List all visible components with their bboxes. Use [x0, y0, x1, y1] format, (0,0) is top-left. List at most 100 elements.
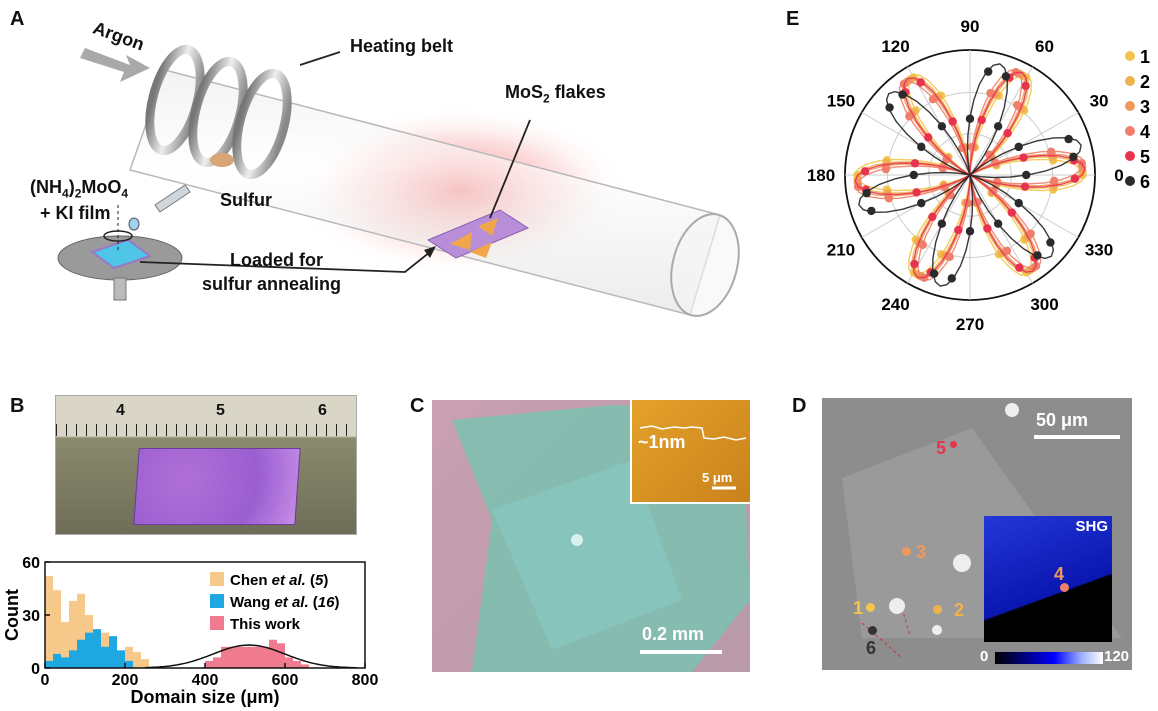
polar-angle-label: 330 [1085, 241, 1113, 260]
afm-height-profile [639, 425, 747, 490]
polar-data-point [928, 212, 937, 222]
polar-data-point [918, 240, 928, 250]
histogram-bar [229, 646, 237, 668]
histogram-bar [205, 660, 213, 668]
scale-bar-label: 0.2 mm [642, 624, 705, 644]
histogram-bar [109, 636, 117, 668]
mos2-flakes-label: MoS2 flakes [505, 82, 606, 106]
flakes-pointer [489, 119, 531, 219]
polar-data-point [983, 224, 992, 233]
histogram-bar [53, 653, 61, 668]
polar-legend-label: 2 [1140, 72, 1150, 92]
histogram-bar [269, 639, 277, 668]
panel-a-cvd-schematic [57, 44, 740, 317]
polar-angle-label: 30 [1090, 92, 1109, 111]
polar-data-point [881, 164, 891, 174]
histogram-bar [69, 650, 77, 668]
point-3-marker [902, 547, 911, 556]
histogram-bar [53, 590, 61, 668]
panel-c-label: C [410, 395, 425, 417]
afm-inset: ~1nm 5 μm [630, 400, 750, 504]
polar-angle-label: 180 [807, 166, 835, 185]
histogram-bar [285, 657, 293, 668]
heating-belt-label: Heating belt [350, 36, 454, 56]
wafer-photo: 4 5 6 [55, 395, 357, 535]
polar-data-point [965, 227, 975, 236]
point-1-marker [866, 603, 875, 612]
afm-scale-label: 5 μm [702, 470, 733, 485]
histogram-bar [141, 659, 149, 668]
polar-data-point [1001, 72, 1011, 81]
legend-swatch [210, 572, 224, 586]
polar-data-point [929, 269, 939, 278]
polar-angle-label: 0 [1114, 166, 1123, 185]
point-4-label: 4 [1054, 564, 1065, 584]
polar-data-point [1069, 152, 1078, 161]
scale-bar [640, 650, 722, 654]
polar-legend-marker [1125, 51, 1135, 61]
ruler-ticks [56, 424, 356, 436]
colorbar-min: 0 [980, 648, 989, 665]
legend-swatch [210, 616, 224, 630]
histogram-bar [45, 576, 53, 668]
panel-d-label: D [792, 395, 807, 417]
flake-triangle [478, 218, 498, 236]
polar-data-point [993, 122, 1003, 131]
histogram-bar [253, 646, 261, 668]
polar-data-point [917, 142, 926, 152]
panel-b-label: B [10, 395, 25, 417]
polar-data-point [1049, 176, 1059, 186]
x-tick-label: 0 [41, 672, 50, 689]
histogram-bar [117, 650, 125, 668]
ruler-tick-6: 6 [318, 402, 327, 419]
sem-scale-bar [1034, 435, 1120, 439]
ruler-tick-5: 5 [216, 402, 225, 419]
polar-data-point [965, 114, 975, 123]
histogram-bar [125, 660, 133, 668]
polar-data-point [910, 159, 920, 168]
y-tick-label: 60 [22, 555, 40, 572]
polar-data-point [916, 78, 925, 87]
polar-legend-marker [1125, 101, 1135, 111]
polar-fit-curve [854, 70, 1086, 280]
polar-legend-marker [1125, 126, 1135, 136]
polar-angle-label: 210 [827, 241, 855, 260]
y-tick-label: 0 [31, 661, 40, 678]
polar-angle-label: 240 [881, 295, 909, 314]
polar-legend-marker [1125, 176, 1135, 186]
polar-fit-curve [854, 71, 1086, 279]
histogram-bar [101, 646, 109, 668]
legend-entry: Chen et al. (5) [230, 572, 328, 589]
polar-data-point [954, 225, 963, 235]
polar-spoke [861, 112, 971, 176]
polar-data-point [1012, 100, 1022, 110]
point-6-label: 6 [866, 638, 877, 658]
polar-data-point [923, 133, 933, 142]
polar-angle-label: 270 [956, 315, 984, 334]
histogram-bar [293, 660, 301, 668]
point-5-label: 5 [936, 438, 947, 458]
ruler-tick-4: 4 [116, 402, 125, 419]
argon-arrow-icon [80, 48, 150, 82]
histogram-bar [61, 622, 69, 668]
histogram-bar [61, 657, 69, 668]
x-tick-label: 200 [112, 672, 139, 689]
histogram-bar [237, 646, 245, 668]
polar-legend-label: 5 [1140, 147, 1150, 167]
sulfur-powder [210, 153, 234, 167]
sem-scale-label: 50 μm [1036, 410, 1089, 430]
polar-data-point [1019, 153, 1028, 162]
disk-stem [113, 277, 127, 301]
polar-data-point [948, 117, 957, 126]
polar-data-point [1064, 134, 1073, 144]
arrowhead-icon [424, 246, 436, 258]
point-5-marker [950, 441, 957, 448]
point-3-label: 3 [916, 542, 927, 562]
polar-angle-label: 150 [827, 92, 855, 111]
polar-data-point [985, 150, 994, 159]
x-tick-label: 800 [352, 672, 379, 689]
optical-image: ~1nm 5 μm 0.2 mm [432, 400, 750, 672]
belt-pointer [299, 51, 341, 66]
domain-size-histogram: 0 200 400 600 800 0 30 60 Domain size (μm) Count C… [2, 555, 379, 707]
sem-image: 50 μm SHG 0 120 1 2 3 4 5 6 [822, 398, 1132, 670]
